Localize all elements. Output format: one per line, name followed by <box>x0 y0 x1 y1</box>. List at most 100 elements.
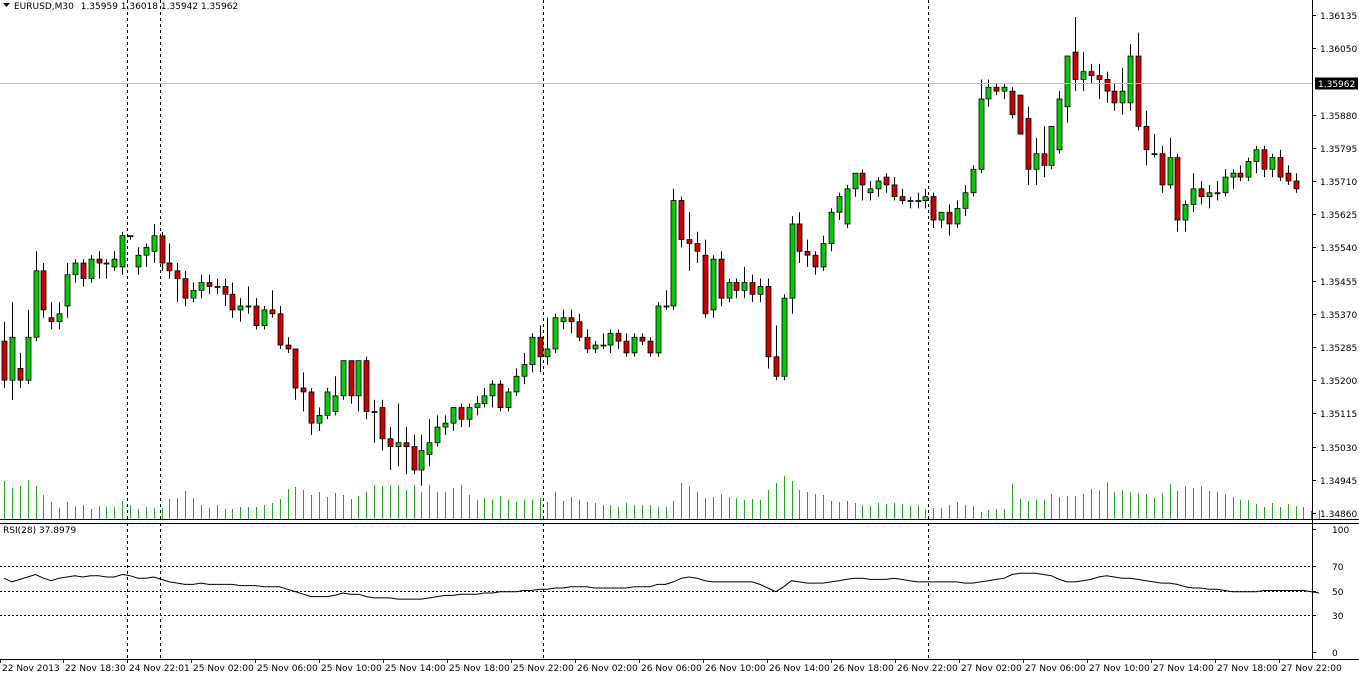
candle <box>678 196 685 248</box>
candle <box>930 192 937 228</box>
bull-candle-body <box>127 235 134 238</box>
bull-candle-body <box>1222 176 1229 194</box>
candle <box>529 333 536 373</box>
chevron-down-icon[interactable] <box>3 3 10 7</box>
bull-candle-body <box>962 192 969 209</box>
bull-candle-body <box>64 274 71 307</box>
bull-candle-body <box>592 344 599 350</box>
time-tick-label: 27 Nov 06:00 <box>1025 664 1086 674</box>
bear-candle-body <box>930 196 937 221</box>
price-tick-label: 1.35455 <box>1320 278 1357 288</box>
bull-candle-body <box>466 407 473 420</box>
rsi-series <box>3 572 1320 600</box>
time-tick-label: 26 Nov 02:00 <box>577 664 638 674</box>
candle <box>1237 165 1244 181</box>
bull-candle-body <box>151 235 158 252</box>
bull-candle-body <box>371 411 378 413</box>
candle <box>458 403 465 428</box>
candle <box>481 388 488 408</box>
time-tick-label: 22 Nov 18:30 <box>65 664 126 674</box>
bear-candle-body <box>403 442 410 448</box>
candle <box>836 192 843 221</box>
bear-candle-body <box>686 239 693 244</box>
candle <box>1041 126 1048 178</box>
price-tick-label: 1.35625 <box>1320 211 1357 221</box>
bear-candle-body <box>1111 90 1118 104</box>
bull-candle-body <box>915 200 922 202</box>
time-tick-label: 27 Nov 02:00 <box>961 664 1022 674</box>
bear-candle-body <box>17 368 24 381</box>
candle <box>17 352 24 389</box>
time-tick-label: 24 Nov 22:01 <box>129 664 190 674</box>
candle <box>395 403 402 467</box>
candle <box>48 302 55 330</box>
candle <box>1261 145 1268 178</box>
time-tick-label: 27 Nov 14:00 <box>1153 664 1214 674</box>
time-tick-label: 22 Nov 2013 <box>2 664 60 674</box>
price-axis: 1.36135 1.36050 1.35880 1.35795 1.35710 1.356… <box>1312 12 1357 520</box>
bear-candle-body <box>292 348 299 389</box>
candle <box>954 200 961 228</box>
bear-candle-body <box>387 438 394 448</box>
bull-candle-body <box>1048 125 1055 166</box>
bull-candle-body <box>1206 192 1213 198</box>
candle <box>828 208 835 252</box>
time-tick-label: 25 Nov 14:00 <box>385 664 446 674</box>
bull-candle-body <box>324 391 331 416</box>
bull-candle-body <box>607 332 614 346</box>
candle <box>1104 71 1111 103</box>
session-separators <box>127 0 929 519</box>
symbol-label: EURUSD,M30 <box>14 2 74 12</box>
candle <box>450 407 457 431</box>
candle <box>694 231 701 264</box>
candle <box>749 274 756 303</box>
bull-candle-body <box>111 258 118 268</box>
candle <box>1167 138 1174 189</box>
bear-candle-body <box>1293 180 1300 190</box>
rsi-tick-label: 30 <box>1332 612 1344 622</box>
bear-candle-body <box>1 340 8 381</box>
candle <box>1111 83 1118 111</box>
bull-candle-body <box>875 180 882 190</box>
bear-candle-body <box>765 286 772 358</box>
candle <box>33 251 40 342</box>
bull-candle-body <box>1230 172 1237 178</box>
time-tick-label: 26 Nov 06:00 <box>641 664 702 674</box>
price-pane[interactable]: 1.35962 <box>0 0 1358 519</box>
time-tick-label: 27 Nov 22:00 <box>1281 664 1342 674</box>
bull-candle-body <box>1001 86 1008 92</box>
candle <box>355 360 362 412</box>
candle <box>946 204 953 236</box>
candle <box>72 259 79 283</box>
bull-candle-body <box>33 270 40 338</box>
rsi-pane[interactable]: RSI(28) 37.8979 <box>0 523 1320 659</box>
bull-candle-body <box>1167 157 1174 186</box>
bull-candle-body <box>922 196 929 201</box>
bear-candle-body <box>702 254 709 315</box>
candle <box>544 317 551 365</box>
candle <box>812 251 819 275</box>
bull-candle-body <box>1064 55 1071 108</box>
bear-candle-body <box>174 270 181 280</box>
bull-candle-body <box>954 207 961 225</box>
candle <box>119 231 126 275</box>
candle <box>1174 153 1181 232</box>
candle <box>631 333 638 357</box>
bull-candle-body <box>828 211 835 244</box>
candle <box>907 196 914 209</box>
candle <box>537 325 544 373</box>
bull-candle-body <box>88 258 95 280</box>
candle <box>214 278 221 295</box>
bear-candle-body <box>48 317 55 323</box>
candle <box>96 251 103 279</box>
candle <box>922 188 929 209</box>
candle <box>505 388 512 412</box>
bear-candle-body <box>576 321 583 338</box>
bear-candle-body <box>166 262 173 272</box>
price-tick-label: 1.36050 <box>1320 45 1357 55</box>
bear-candle-body <box>796 223 803 252</box>
bull-candle-body <box>505 391 512 408</box>
price-tick-label: 1.34945 <box>1320 477 1357 487</box>
candle <box>568 309 575 334</box>
